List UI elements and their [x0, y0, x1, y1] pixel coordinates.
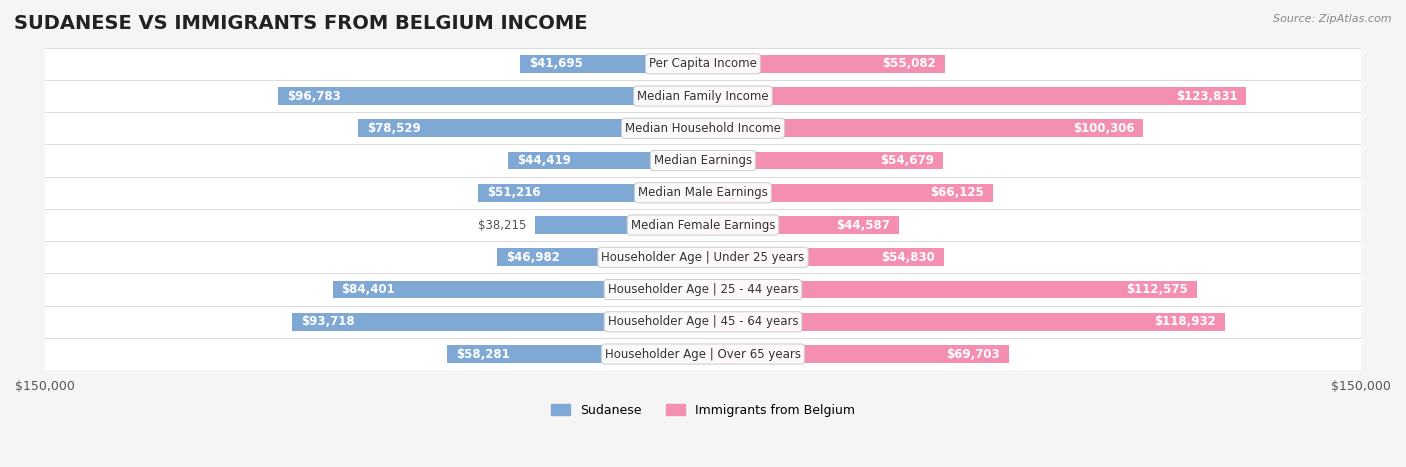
Bar — [703, 184, 993, 202]
Bar — [45, 177, 1361, 209]
Bar — [536, 216, 703, 234]
Bar — [292, 313, 703, 331]
Text: $96,783: $96,783 — [287, 90, 340, 103]
Bar — [703, 216, 898, 234]
Text: $46,982: $46,982 — [506, 251, 560, 264]
Text: $54,679: $54,679 — [880, 154, 934, 167]
Text: SUDANESE VS IMMIGRANTS FROM BELGIUM INCOME: SUDANESE VS IMMIGRANTS FROM BELGIUM INCO… — [14, 14, 588, 33]
Bar — [703, 345, 1008, 363]
Text: Per Capita Income: Per Capita Income — [650, 57, 756, 71]
Text: $55,082: $55,082 — [882, 57, 936, 71]
Bar — [333, 281, 703, 298]
Bar — [703, 152, 943, 170]
Bar — [45, 48, 1361, 80]
Bar — [703, 281, 1197, 298]
Text: Median Female Earnings: Median Female Earnings — [631, 219, 775, 232]
Text: Source: ZipAtlas.com: Source: ZipAtlas.com — [1274, 14, 1392, 24]
Text: Median Male Earnings: Median Male Earnings — [638, 186, 768, 199]
Text: $58,281: $58,281 — [456, 347, 510, 361]
Bar — [703, 120, 1143, 137]
Bar — [45, 241, 1361, 274]
Text: $66,125: $66,125 — [931, 186, 984, 199]
Text: $78,529: $78,529 — [367, 122, 420, 135]
Text: Median Earnings: Median Earnings — [654, 154, 752, 167]
Bar — [703, 313, 1225, 331]
Bar — [45, 144, 1361, 177]
Bar — [703, 87, 1246, 105]
Text: $41,695: $41,695 — [529, 57, 582, 71]
Legend: Sudanese, Immigrants from Belgium: Sudanese, Immigrants from Belgium — [546, 399, 860, 422]
Text: $51,216: $51,216 — [486, 186, 541, 199]
Text: $44,419: $44,419 — [517, 154, 571, 167]
Bar — [508, 152, 703, 170]
Text: Householder Age | 25 - 44 years: Householder Age | 25 - 44 years — [607, 283, 799, 296]
Text: $84,401: $84,401 — [342, 283, 395, 296]
Text: Median Household Income: Median Household Income — [626, 122, 780, 135]
Text: $38,215: $38,215 — [478, 219, 527, 232]
Text: $69,703: $69,703 — [946, 347, 1000, 361]
Bar — [520, 55, 703, 73]
Text: $112,575: $112,575 — [1126, 283, 1188, 296]
Bar — [359, 120, 703, 137]
Bar — [45, 209, 1361, 241]
Text: $123,831: $123,831 — [1175, 90, 1237, 103]
Bar — [496, 248, 703, 266]
Bar — [703, 55, 945, 73]
Bar — [703, 248, 943, 266]
Text: $100,306: $100,306 — [1073, 122, 1135, 135]
Bar — [45, 80, 1361, 112]
Text: $54,830: $54,830 — [882, 251, 935, 264]
Text: $118,932: $118,932 — [1154, 315, 1216, 328]
Bar — [45, 274, 1361, 306]
Bar — [278, 87, 703, 105]
Text: Householder Age | Over 65 years: Householder Age | Over 65 years — [605, 347, 801, 361]
Bar — [447, 345, 703, 363]
Bar — [45, 112, 1361, 144]
Bar — [45, 306, 1361, 338]
Text: Householder Age | Under 25 years: Householder Age | Under 25 years — [602, 251, 804, 264]
Text: Householder Age | 45 - 64 years: Householder Age | 45 - 64 years — [607, 315, 799, 328]
Text: $44,587: $44,587 — [837, 219, 890, 232]
Bar — [478, 184, 703, 202]
Bar — [45, 338, 1361, 370]
Text: Median Family Income: Median Family Income — [637, 90, 769, 103]
Text: $93,718: $93,718 — [301, 315, 354, 328]
